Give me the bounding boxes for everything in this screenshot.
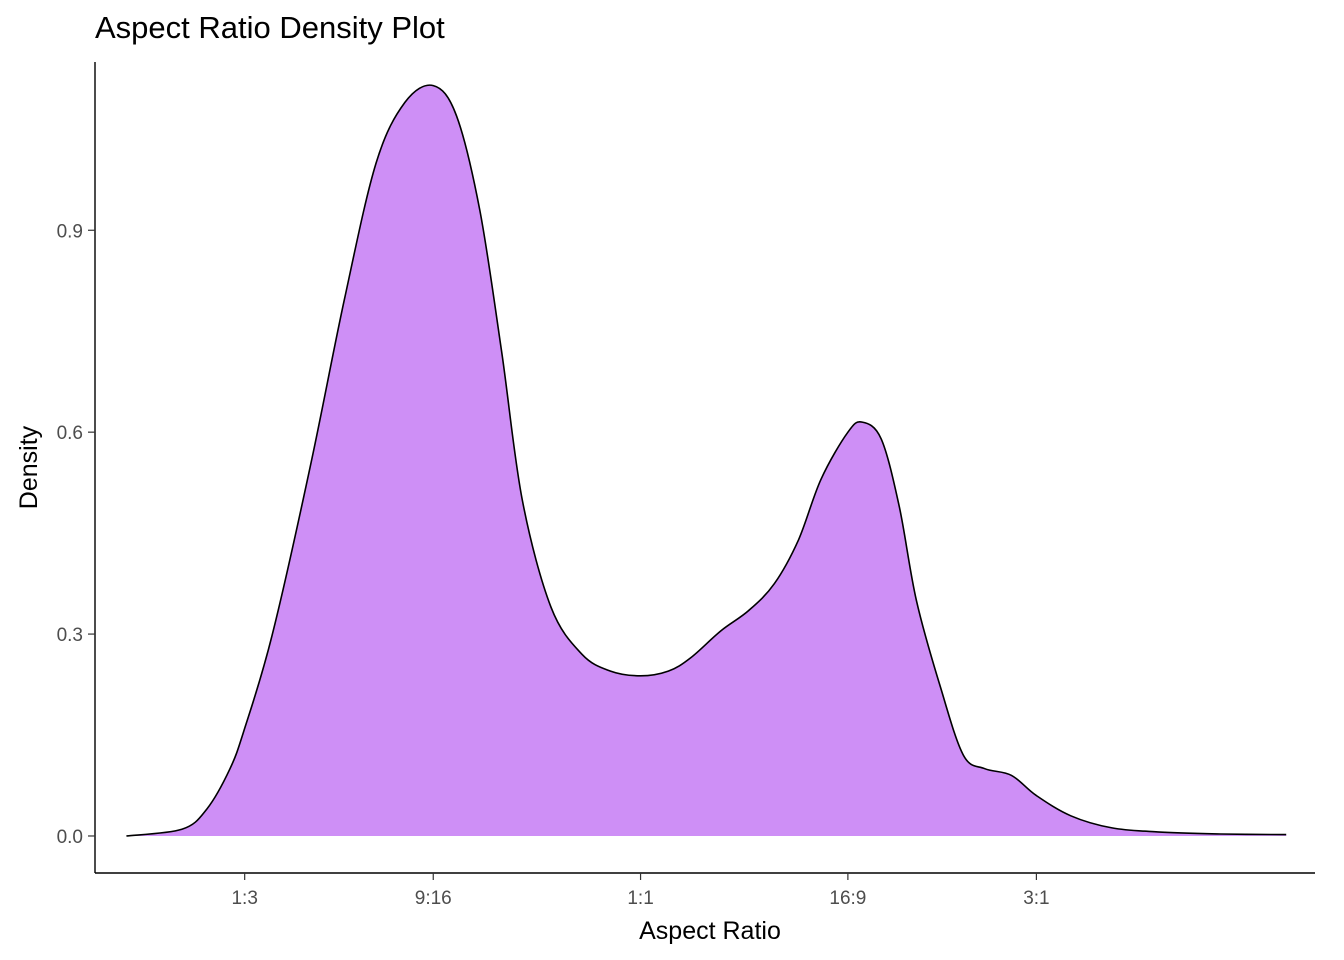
- y-axis-ticks: 0.0 0.3 0.6 0.9: [57, 221, 95, 848]
- x-tick-label: 9:16: [415, 888, 452, 909]
- chart-title: Aspect Ratio Density Plot: [95, 10, 445, 45]
- density-line: [126, 84, 1287, 837]
- y-tick-label: 0.9: [57, 221, 83, 242]
- x-tick-label: 1:3: [231, 888, 257, 909]
- x-tick-label: 16:9: [829, 888, 866, 909]
- x-axis-title: Aspect Ratio: [639, 917, 781, 945]
- y-tick-label: 0.6: [57, 423, 83, 444]
- x-axis-ticks: 1:3 9:16 1:1 16:9 3:1: [231, 873, 1050, 909]
- plot-area: [126, 84, 1287, 837]
- y-axis-title: Density: [15, 425, 43, 509]
- x-tick-label: 3:1: [1023, 888, 1049, 909]
- y-tick-label: 0.3: [57, 625, 83, 646]
- density-area: [126, 85, 1287, 837]
- y-tick-label: 0.0: [57, 827, 83, 848]
- x-tick-label: 1:1: [627, 888, 653, 909]
